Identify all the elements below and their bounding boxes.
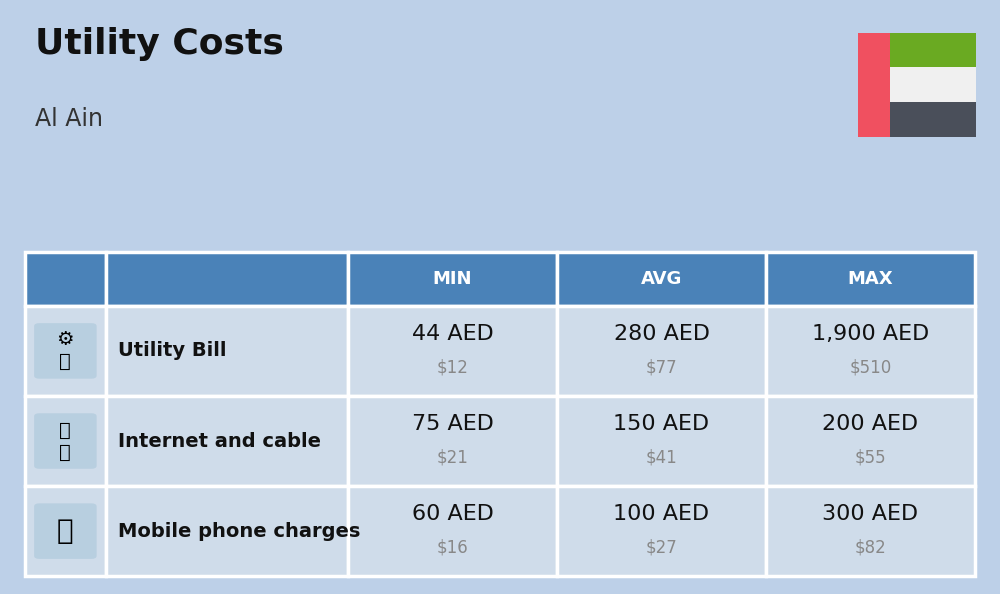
FancyBboxPatch shape	[34, 413, 97, 469]
Text: Al Ain: Al Ain	[35, 107, 103, 131]
Text: $41: $41	[646, 448, 677, 467]
FancyBboxPatch shape	[890, 68, 976, 102]
Text: 150 AED: 150 AED	[613, 415, 710, 434]
Text: 100 AED: 100 AED	[613, 504, 710, 525]
Text: $77: $77	[646, 359, 677, 377]
FancyBboxPatch shape	[25, 486, 106, 576]
Text: AVG: AVG	[641, 270, 682, 288]
FancyBboxPatch shape	[348, 486, 557, 576]
Text: ⚙
🔌: ⚙ 🔌	[57, 330, 74, 371]
Text: 1,900 AED: 1,900 AED	[812, 324, 929, 345]
FancyBboxPatch shape	[348, 396, 557, 486]
Text: MIN: MIN	[433, 270, 472, 288]
Text: 📶
🖨: 📶 🖨	[60, 421, 71, 462]
FancyBboxPatch shape	[557, 306, 766, 396]
FancyBboxPatch shape	[106, 306, 348, 396]
FancyBboxPatch shape	[25, 396, 106, 486]
FancyBboxPatch shape	[766, 252, 975, 306]
Text: $27: $27	[646, 539, 677, 557]
FancyBboxPatch shape	[766, 486, 975, 576]
FancyBboxPatch shape	[34, 323, 97, 378]
Text: MAX: MAX	[848, 270, 893, 288]
FancyBboxPatch shape	[557, 396, 766, 486]
FancyBboxPatch shape	[890, 33, 976, 68]
FancyBboxPatch shape	[557, 252, 766, 306]
Text: $21: $21	[437, 448, 468, 467]
FancyBboxPatch shape	[858, 33, 890, 137]
Text: 75 AED: 75 AED	[412, 415, 493, 434]
Text: $12: $12	[437, 359, 468, 377]
FancyBboxPatch shape	[106, 396, 348, 486]
Text: 300 AED: 300 AED	[822, 504, 919, 525]
Text: 44 AED: 44 AED	[412, 324, 493, 345]
Text: $82: $82	[855, 539, 886, 557]
FancyBboxPatch shape	[766, 396, 975, 486]
Text: Utility Bill: Utility Bill	[118, 342, 226, 361]
FancyBboxPatch shape	[557, 486, 766, 576]
Text: 📱: 📱	[57, 517, 74, 545]
FancyBboxPatch shape	[890, 102, 976, 137]
FancyBboxPatch shape	[25, 252, 106, 306]
Text: Internet and cable: Internet and cable	[118, 431, 321, 450]
Text: Utility Costs: Utility Costs	[35, 27, 284, 61]
Text: $510: $510	[849, 359, 892, 377]
FancyBboxPatch shape	[106, 486, 348, 576]
FancyBboxPatch shape	[25, 306, 106, 396]
FancyBboxPatch shape	[766, 306, 975, 396]
Text: Mobile phone charges: Mobile phone charges	[118, 522, 360, 541]
FancyBboxPatch shape	[348, 252, 557, 306]
Text: 60 AED: 60 AED	[412, 504, 493, 525]
Text: 280 AED: 280 AED	[614, 324, 710, 345]
FancyBboxPatch shape	[106, 252, 348, 306]
FancyBboxPatch shape	[34, 503, 97, 559]
FancyBboxPatch shape	[348, 306, 557, 396]
Text: $55: $55	[855, 448, 886, 467]
Text: 200 AED: 200 AED	[822, 415, 919, 434]
Text: $16: $16	[437, 539, 468, 557]
